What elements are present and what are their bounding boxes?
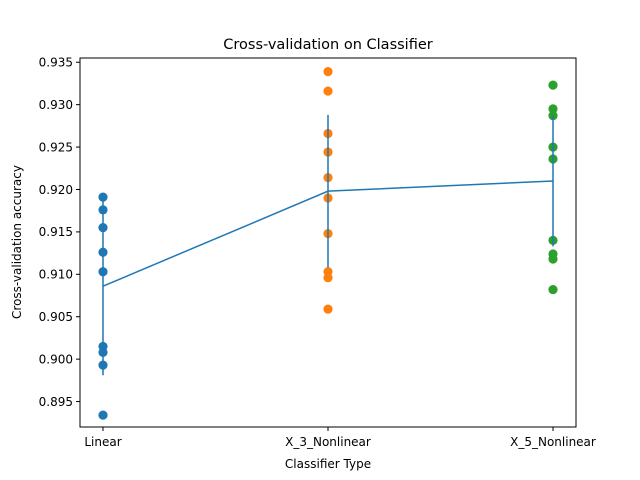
y-tick-label: 0.930 — [39, 98, 73, 112]
y-tick-label: 0.935 — [39, 56, 73, 70]
chart-title: Cross-validation on Classifier — [223, 37, 432, 53]
scatter-point — [323, 304, 333, 314]
y-tick-label: 0.920 — [39, 183, 73, 197]
scatter-point — [548, 254, 558, 264]
y-tick-label: 0.910 — [39, 268, 73, 282]
scatter-point — [98, 410, 108, 420]
y-tick-label: 0.925 — [39, 140, 73, 154]
scatter-point — [548, 104, 558, 114]
y-axis-label: Cross-validation accuracy — [10, 165, 24, 319]
scatter-point — [323, 66, 333, 77]
scatter-point — [548, 284, 558, 295]
x-tick-label: X_3_Nonlinear — [285, 435, 371, 449]
y-tick-label: 0.900 — [39, 352, 73, 366]
x-tick-label: Linear — [84, 435, 121, 449]
x-axis-label: Classifier Type — [285, 457, 371, 471]
mean-line — [102, 180, 554, 287]
plot-area — [98, 66, 558, 420]
scatter-point — [323, 86, 333, 96]
scatter-point — [323, 273, 333, 283]
scatter-point — [548, 80, 558, 90]
x-tick-label: X_5_Nonlinear — [510, 435, 596, 449]
y-tick-label: 0.895 — [39, 395, 73, 409]
y-tick-label: 0.905 — [39, 310, 73, 324]
y-tick-label: 0.915 — [39, 225, 73, 239]
